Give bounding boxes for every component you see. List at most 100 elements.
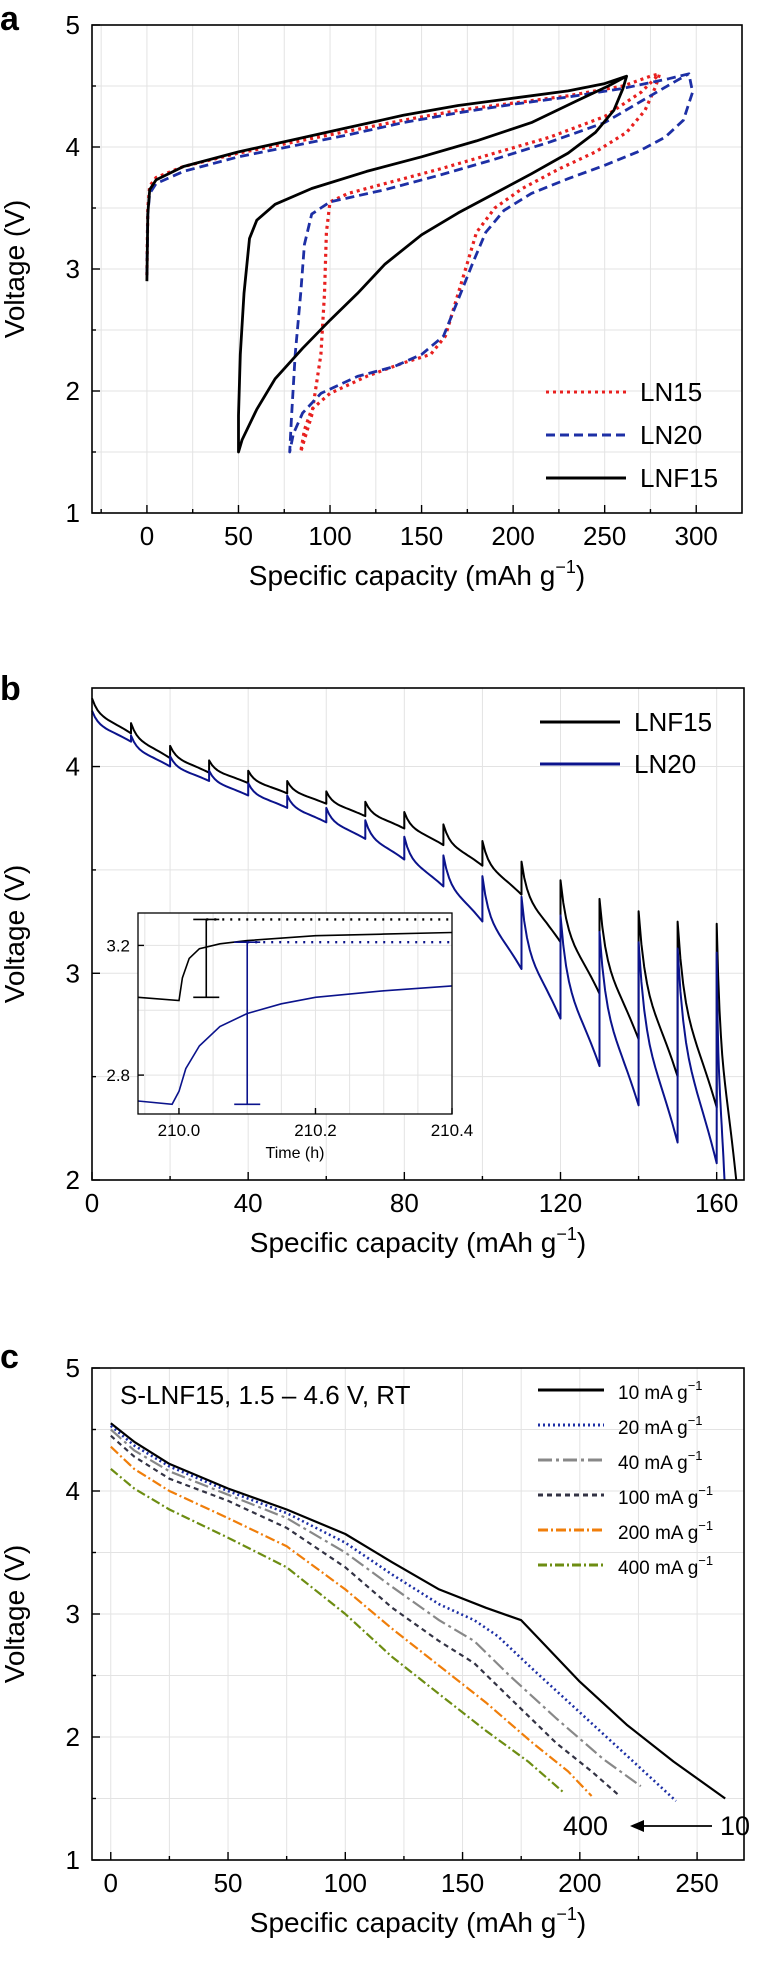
legend-label-text: 200 mA g (618, 1523, 698, 1544)
series-line-ln20 (91, 710, 726, 1180)
series-line-1 (110, 1422, 726, 1800)
legend-label-text: LN15 (640, 377, 702, 407)
panel-b-chart: 0 40 80 120 160 2 3 4 Specific capacity (mAh g−1… (0, 687, 745, 1258)
x-axis-label-sup: −1 (556, 1904, 577, 1924)
x-axis-label: Specific capacity (mAh g−1) (249, 557, 585, 591)
panel-a-letter: a (0, 0, 20, 38)
x-axis-label: Specific capacity (mAh g−1) (250, 1224, 586, 1258)
x-tick-label: 50 (214, 1868, 243, 1898)
annotation-400: 400 (563, 1811, 608, 1841)
series-line-ln20 (145, 72, 694, 454)
legend-label-sup: −1 (698, 1483, 713, 1498)
legend-label: 400 mA g−1 (618, 1553, 713, 1579)
inset-line-lnf15 (137, 931, 453, 1002)
y-tick-label: 5 (66, 1353, 80, 1383)
legend-label: LNF15 (634, 707, 712, 737)
legend-label-sup: −1 (688, 1413, 703, 1428)
legend-label-sup: −1 (688, 1448, 703, 1463)
inset-line-ln20 (137, 985, 453, 1106)
panel-b-letter: b (0, 670, 21, 708)
legend-label-text: LNF15 (634, 707, 712, 737)
x-tick-label: 160 (695, 1188, 738, 1218)
y-tick-label: 3 (66, 254, 80, 284)
x-axis-label-text: Specific capacity (mAh g (250, 1907, 557, 1938)
x-tick-label: 100 (308, 521, 351, 551)
y-axis-label: Voltage (V) (0, 865, 30, 1004)
y-axis-label: Voltage (V) (0, 200, 30, 339)
inset-x-tick-label: 210.2 (294, 1121, 337, 1140)
x-tick-label: 50 (224, 521, 253, 551)
legend-label-text: 40 mA g (618, 1453, 688, 1474)
x-tick-label: 0 (85, 1188, 99, 1218)
panel-c-title: S-LNF15, 1.5 – 4.6 V, RT (120, 1380, 411, 1410)
legend-label-sup: −1 (698, 1518, 713, 1533)
series-line-4 (110, 1434, 621, 1797)
x-axis-label-end: ) (577, 1227, 586, 1258)
y-tick-label: 1 (66, 498, 80, 528)
legend-label-text: 100 mA g (618, 1488, 698, 1509)
legend-label-text: 10 mA g (618, 1383, 688, 1404)
inset-frame (137, 912, 453, 1115)
x-axis-label-sup: −1 (555, 557, 576, 577)
x-tick-label: 120 (539, 1188, 582, 1218)
x-tick-label: 300 (675, 521, 718, 551)
inset-background (138, 913, 452, 1114)
x-tick-label: 80 (390, 1188, 419, 1218)
legend-label: 40 mA g−1 (618, 1448, 703, 1474)
y-tick-label: 2 (66, 376, 80, 406)
x-tick-label: 100 (324, 1868, 367, 1898)
inset-y-tick-label: 3.2 (106, 936, 130, 955)
x-tick-label: 250 (675, 1868, 718, 1898)
x-tick-label: 40 (234, 1188, 263, 1218)
inset-x-tick-label: 210.0 (158, 1121, 201, 1140)
series-line-3 (110, 1428, 642, 1788)
legend-label-sup: −1 (698, 1553, 713, 1568)
annotation-10: 10 (720, 1811, 750, 1841)
legend-label: 10 mA g−1 (618, 1378, 703, 1404)
panel-c-letter: c (0, 1338, 19, 1376)
y-tick-label: 4 (66, 1476, 80, 1506)
x-axis-label: Specific capacity (mAh g−1) (250, 1904, 586, 1938)
y-tick-label: 2 (66, 1722, 80, 1752)
x-tick-label: 150 (441, 1868, 484, 1898)
y-tick-label: 1 (66, 1845, 80, 1875)
x-tick-label: 0 (104, 1868, 118, 1898)
legend-label: LN15 (640, 377, 702, 407)
x-axis-label-end: ) (576, 560, 585, 591)
inset-y-tick-label: 2.8 (106, 1066, 130, 1085)
series-line-ln15 (145, 72, 662, 454)
legend-label-sup: −1 (688, 1378, 703, 1393)
y-tick-label: 4 (66, 752, 80, 782)
legend-label-text: 20 mA g (618, 1418, 688, 1439)
x-tick-label: 0 (140, 521, 154, 551)
legend-label-text: LN20 (634, 749, 696, 779)
x-axis-label-text: Specific capacity (mAh g (249, 560, 556, 591)
x-tick-label: 150 (400, 521, 443, 551)
inset-x-tick-label: 210.4 (431, 1121, 474, 1140)
panel-c-chart: 0 50 100 150 200 250 1 2 3 4 5 Specific capacity (m… (0, 1353, 745, 1938)
x-axis-label-sup: −1 (556, 1224, 577, 1244)
y-tick-label: 3 (66, 1599, 80, 1629)
y-tick-label: 3 (66, 958, 80, 988)
plot-frame (91, 687, 745, 1181)
inset-x-axis-label: Time (h) (266, 1145, 325, 1162)
y-tick-label: 4 (66, 132, 80, 162)
x-tick-label: 200 (558, 1868, 601, 1898)
legend-label-text: LN20 (640, 420, 702, 450)
legend-label: 100 mA g−1 (618, 1483, 713, 1509)
legend-label: LN20 (634, 749, 696, 779)
x-axis-label-text: Specific capacity (mAh g (250, 1227, 557, 1258)
panel-a-chart: 0 50 100 150 200 250 300 1 2 3 4 5 Specific capacity… (0, 10, 743, 591)
y-tick-label: 2 (66, 1165, 80, 1195)
annotation-arrow (630, 1820, 712, 1832)
series-line-5 (110, 1445, 593, 1797)
legend-label: LN20 (640, 420, 702, 450)
series-line-6 (110, 1468, 565, 1794)
legend-label: 20 mA g−1 (618, 1413, 703, 1439)
legend-label-text: LNF15 (640, 463, 718, 493)
legend-label: LNF15 (640, 463, 718, 493)
x-tick-label: 200 (491, 521, 534, 551)
x-axis-label-end: ) (577, 1907, 586, 1938)
legend-label-text: 400 mA g (618, 1558, 698, 1579)
